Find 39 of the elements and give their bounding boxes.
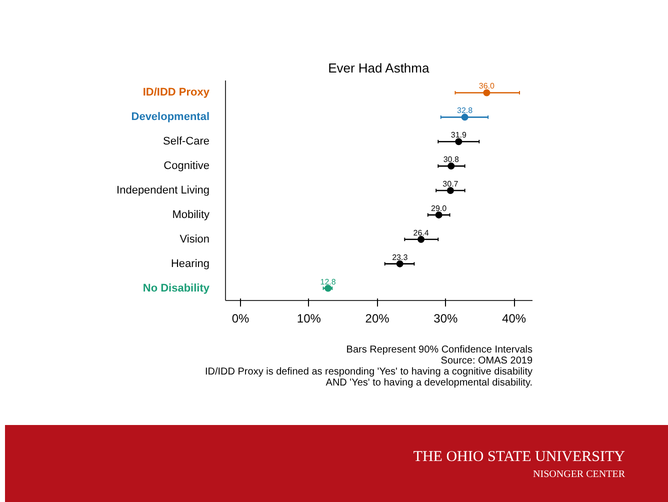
y-tick-label: No Disability xyxy=(142,282,210,294)
point xyxy=(455,138,462,146)
x-tick-label: 20% xyxy=(365,312,390,326)
x-tick-label: 40% xyxy=(502,312,526,326)
text: Bars Represent 90% Confidence Intervals xyxy=(346,344,533,356)
point xyxy=(435,211,442,218)
text: NISONGER CENTER xyxy=(532,468,625,482)
point xyxy=(324,284,332,292)
point xyxy=(483,89,490,96)
point xyxy=(396,260,404,268)
y-tick-label: Cognitive xyxy=(164,160,210,172)
y-tick-label: ID/IDD Proxy xyxy=(142,86,210,99)
y-tick-label: Mobility xyxy=(172,208,210,221)
data-label: 23.3 xyxy=(392,252,408,262)
y-tick-label: Vision xyxy=(180,233,210,246)
source-note: Source: OMAS 2019 xyxy=(440,356,533,366)
point xyxy=(448,162,455,170)
data-label: 32.8 xyxy=(457,106,474,116)
y-tick-label: Developmental xyxy=(131,111,210,124)
y-tick-label: Independent Living xyxy=(116,184,210,196)
y-tick-label: Hearing xyxy=(170,258,210,270)
text: ID/IDD Proxy is defined as responding 'Yes' to having a cognitive disability xyxy=(204,366,532,378)
chart-title: Ever Had Asthma xyxy=(328,60,430,76)
y-tick-label: Self-Care xyxy=(163,136,210,148)
data-label: 30.8 xyxy=(443,155,460,164)
data-label: 29.0 xyxy=(431,204,448,213)
point xyxy=(461,114,468,121)
text: AND 'Yes' to having a developmental disability. xyxy=(326,378,533,388)
x-tick-label: 30% xyxy=(434,312,458,326)
data-label: 30.7 xyxy=(442,180,459,188)
data-label: 31.9 xyxy=(450,130,467,140)
data-label: 26.4 xyxy=(413,228,430,238)
data-label: 12.8 xyxy=(320,277,336,286)
x-tick-label: 10% xyxy=(296,312,322,326)
x-tick-label: 0% xyxy=(232,312,250,326)
point xyxy=(446,187,454,194)
text: THE OHIO STATE UNIVERSITY xyxy=(412,448,625,467)
data-label: 36.0 xyxy=(478,82,496,91)
point xyxy=(418,236,425,243)
